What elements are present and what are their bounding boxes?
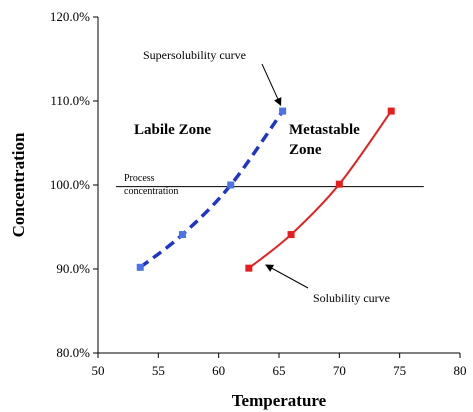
- labile-zone-label: Labile Zone: [134, 122, 211, 138]
- y-tick-label: 80.0%: [56, 345, 90, 360]
- x-axis-title: Temperature: [232, 391, 327, 410]
- series-layer: [136, 107, 395, 272]
- metastable-zone-label: Metastable: [289, 122, 360, 138]
- supersolubility-point: [178, 231, 186, 239]
- x-tick-label: 65: [273, 363, 286, 378]
- solubility-curve-line: [248, 110, 393, 269]
- x-axis-ticks: 50 55 60 65 70 75 80: [92, 353, 467, 378]
- process-concentration-label: concentration: [124, 186, 178, 197]
- solubility-arrow: [265, 264, 309, 289]
- metastable-zone-label: Zone: [289, 142, 322, 158]
- supersolubility-point: [227, 181, 235, 189]
- y-tick-label: 110.0%: [50, 93, 90, 108]
- supersolubility-arrow: [261, 63, 282, 106]
- solubility-point: [287, 231, 295, 239]
- y-tick-label: 120.0%: [50, 9, 90, 24]
- y-tick-label: 90.0%: [56, 261, 90, 276]
- x-tick-label: 55: [152, 363, 165, 378]
- process-concentration-label: Process: [124, 173, 155, 184]
- solubility-point: [335, 180, 343, 188]
- supersolubility-curve-line: [139, 110, 285, 269]
- supersolubility-curve-label: Supersolubility curve: [143, 48, 246, 62]
- y-axis-title: Concentration: [9, 132, 28, 237]
- solubility-curve-label: Solubility curve: [313, 291, 390, 305]
- solubility-point: [245, 264, 253, 272]
- x-tick-label: 80: [454, 363, 467, 378]
- x-tick-label: 50: [92, 363, 105, 378]
- x-tick-label: 60: [212, 363, 225, 378]
- annotations: Labile Zone Metastable Zone Process concentr…: [124, 48, 390, 305]
- solubility-point: [387, 107, 395, 115]
- x-tick-label: 70: [333, 363, 346, 378]
- supersolubility-point: [279, 107, 287, 115]
- y-tick-label: 100.0%: [50, 177, 90, 192]
- plot-area: 50 55 60 65 70 75 80 80.0% 90.0% 100.0% 110.0% 120…: [50, 9, 467, 378]
- supersolubility-point: [136, 263, 144, 271]
- x-tick-label: 75: [393, 363, 406, 378]
- y-axis-ticks: 80.0% 90.0% 100.0% 110.0% 120.0%: [50, 9, 98, 360]
